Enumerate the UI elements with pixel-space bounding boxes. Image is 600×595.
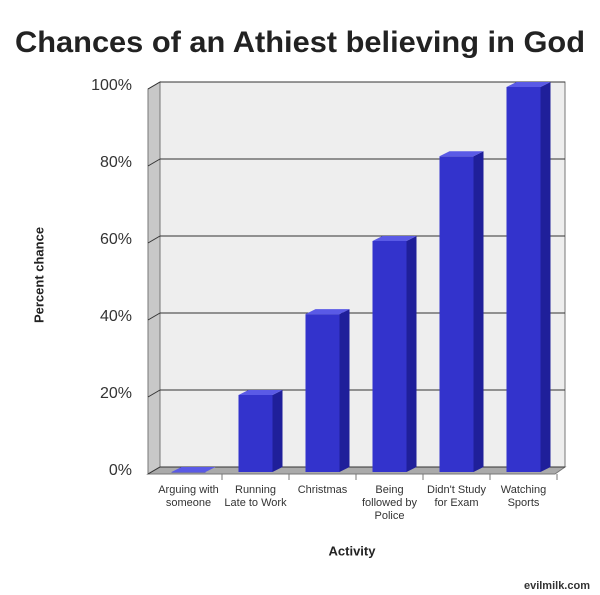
x-tick-label: Arguing with someone [158, 484, 219, 509]
bar-top [506, 82, 551, 87]
bar-front [439, 156, 474, 473]
x-tick-label: Being followed by Police [361, 484, 418, 522]
bar-top [305, 309, 350, 315]
chart-title: Chances of an Athiest believing in God [15, 26, 585, 59]
grid-line-side [147, 235, 161, 244]
y-tick-label: 100% [91, 77, 132, 94]
grid-line-side [147, 466, 161, 475]
bar-side [339, 309, 350, 472]
y-tick-label: 40% [100, 308, 132, 325]
x-tick-label: Didn't Study for Exam [427, 484, 486, 509]
y-tick-label: 60% [100, 231, 132, 248]
y-tick-label: 20% [100, 385, 132, 402]
x-tick-label: Christmas [297, 484, 348, 496]
grid-line-side [147, 158, 161, 167]
bar-side [272, 390, 283, 472]
bar-top [439, 151, 484, 157]
bar-top [372, 236, 417, 241]
grid-line-side [147, 312, 161, 321]
bar-top [171, 467, 216, 472]
y-tick-label: 80% [100, 154, 132, 171]
bar-top [238, 390, 283, 395]
bar-front [506, 87, 541, 472]
grid-line-side [147, 389, 161, 398]
grid-line-side [147, 81, 161, 90]
y-tick-label: 0% [109, 462, 132, 479]
left-wall [147, 81, 161, 475]
bar-front [238, 395, 273, 472]
bar-front [372, 241, 407, 472]
bar-side [406, 236, 417, 472]
x-tick-label: Running Late to Work [224, 484, 287, 509]
x-tick-label: Watching Sports [500, 484, 547, 509]
y-axis-label: Percent chance [31, 227, 46, 323]
back-wall [159, 81, 566, 468]
x-axis-label: Activity [329, 543, 377, 558]
bar-front [305, 314, 340, 472]
bar-front [171, 472, 206, 473]
bar-side [540, 82, 551, 472]
bar-side [473, 151, 484, 473]
watermark: evilmilk.com [524, 580, 590, 592]
